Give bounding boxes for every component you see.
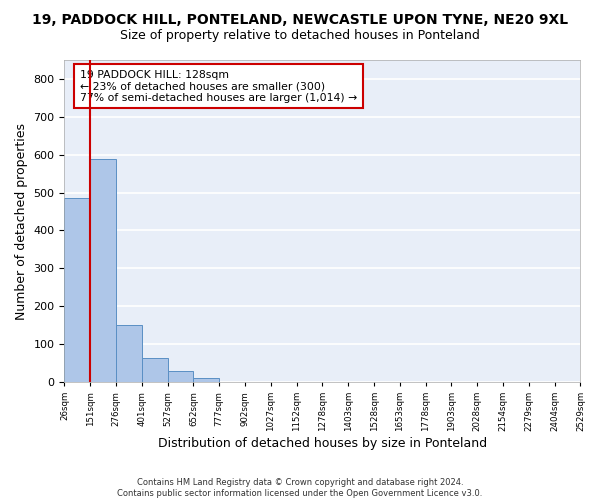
Bar xyxy=(116,325,142,382)
Bar xyxy=(142,358,167,382)
X-axis label: Distribution of detached houses by size in Ponteland: Distribution of detached houses by size … xyxy=(158,437,487,450)
Text: Contains HM Land Registry data © Crown copyright and database right 2024.
Contai: Contains HM Land Registry data © Crown c… xyxy=(118,478,482,498)
Text: Size of property relative to detached houses in Ponteland: Size of property relative to detached ho… xyxy=(120,29,480,42)
Bar xyxy=(167,371,193,382)
Bar xyxy=(193,378,219,382)
Text: 19, PADDOCK HILL, PONTELAND, NEWCASTLE UPON TYNE, NE20 9XL: 19, PADDOCK HILL, PONTELAND, NEWCASTLE U… xyxy=(32,12,568,26)
Y-axis label: Number of detached properties: Number of detached properties xyxy=(15,122,28,320)
Bar xyxy=(90,158,116,382)
Text: 19 PADDOCK HILL: 128sqm
← 23% of detached houses are smaller (300)
77% of semi-d: 19 PADDOCK HILL: 128sqm ← 23% of detache… xyxy=(80,70,357,103)
Bar xyxy=(64,198,90,382)
